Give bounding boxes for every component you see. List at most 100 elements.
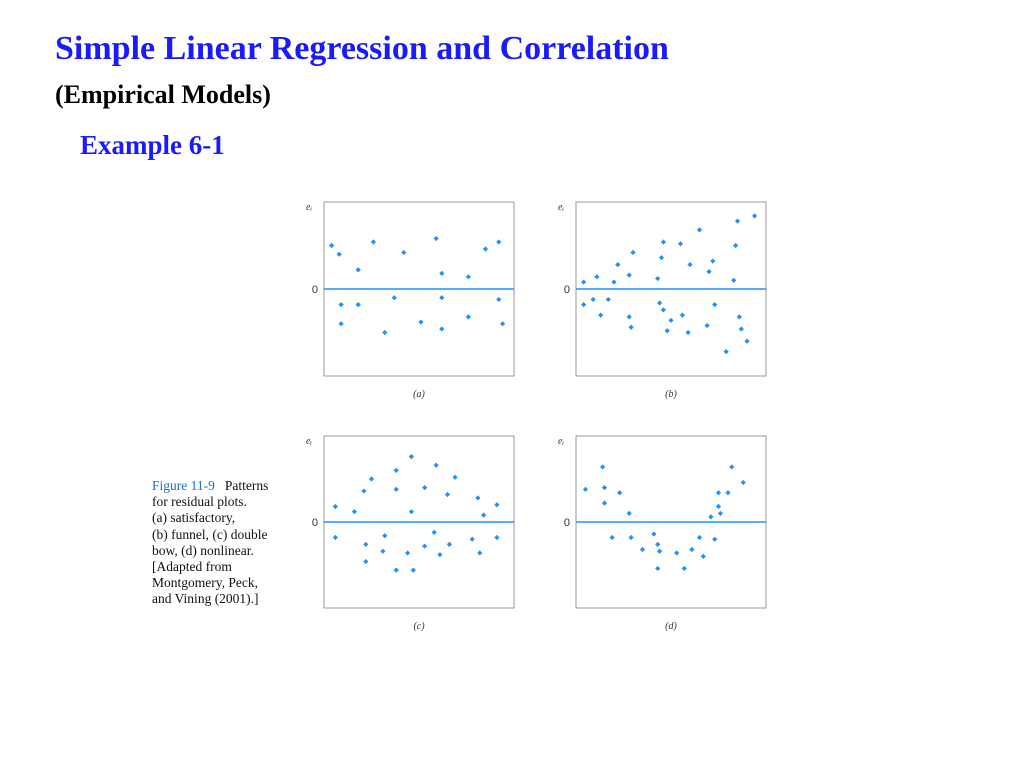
panel-c-point-2: [332, 534, 338, 541]
panel-c-point-15: [408, 454, 414, 460]
panel-a-point-10: [401, 249, 407, 256]
panel-b-point-11: [628, 324, 634, 330]
panel-b-point-30: [731, 277, 737, 283]
panel-d-point-21: [715, 503, 722, 510]
panel-c-zero-tick: 0: [312, 517, 318, 529]
caption-line-1: Figure 11-9 Patterns: [152, 478, 312, 494]
panel-d-point-5: [609, 534, 615, 541]
panel-b-point-35: [744, 338, 750, 344]
panel-a-point-21: [500, 321, 506, 327]
panel-d-zero-tick: 0: [564, 517, 570, 529]
panel-d-point-25: [729, 464, 735, 470]
panel-d-point-7: [626, 510, 632, 516]
panel-b-point-18: [664, 328, 670, 334]
panel-b-point-1: [581, 279, 587, 285]
panel-d-point-3: [601, 485, 608, 491]
panel-d-point-23: [717, 510, 723, 516]
panel-c: 0 eᵢ (c): [306, 435, 515, 632]
panel-c-point-9: [382, 533, 388, 539]
panel-c-point-28: [481, 512, 487, 518]
panel-c-point-20: [433, 462, 439, 468]
panel-a-point-17: [465, 314, 471, 320]
panel-d: 0 eᵢ (d): [558, 435, 767, 632]
panel-d-label: (d): [665, 621, 677, 632]
panel-d-point-20: [712, 536, 718, 542]
panel-b-point-19: [668, 317, 674, 323]
panel-c-point-26: [475, 495, 481, 501]
panel-c-point-22: [444, 491, 451, 498]
panel-a-point-9: [391, 295, 397, 301]
panel-c-point-29: [494, 502, 500, 508]
caption-text-1: Patterns: [224, 478, 269, 493]
panel-d-point-15: [681, 565, 687, 572]
panel-b-point-8: [615, 262, 621, 268]
panel-b-point-14: [657, 300, 663, 306]
panel-d-point-13: [657, 548, 663, 554]
panel-c-point-6: [363, 558, 369, 565]
panel-d-point-18: [700, 553, 706, 559]
panel-d-point-16: [689, 546, 695, 553]
panel-b-point-2: [581, 302, 587, 308]
panel-c-point-25: [469, 536, 475, 542]
panel-b-point-16: [660, 307, 666, 313]
slide-title: Simple Linear Regression and Correlation: [55, 30, 669, 67]
panel-d-point-6: [617, 490, 623, 496]
panel-c-point-19: [431, 529, 437, 535]
panel-b-point-32: [734, 218, 741, 224]
panel-b-point-6: [605, 296, 611, 303]
panel-c-point-23: [446, 541, 452, 547]
caption-line-6: [Adapted from: [152, 559, 232, 575]
caption-line-5: bow, (d) nonlinear.: [152, 542, 254, 558]
panel-c-ylabel: eᵢ: [306, 436, 312, 447]
panel-d-point-9: [639, 546, 646, 553]
panel-b-point-4: [594, 274, 600, 280]
panel-c-point-16: [410, 567, 416, 573]
panel-b-point-5: [598, 312, 604, 318]
caption-line-7: Montgomery, Peck,: [152, 575, 258, 591]
panel-b-point-28: [712, 302, 718, 308]
panel-b: 0 eᵢ (b): [558, 201, 767, 400]
panel-b-point-22: [685, 329, 691, 336]
panel-c-point-17: [422, 485, 428, 491]
panel-c-point-11: [393, 467, 399, 473]
caption-line-8: and Vining (2001).]: [152, 591, 259, 607]
figure-caption: Figure 11-9 Patterns for residual plots. …: [152, 478, 312, 608]
panel-a-point-18: [482, 246, 489, 252]
panel-b-point-15: [658, 255, 665, 261]
panel-b-point-26: [706, 269, 712, 275]
panel-c-point-13: [405, 550, 411, 556]
caption-line-3: (a) satisfactory,: [152, 510, 236, 526]
panel-a-point-5: [355, 267, 361, 273]
panel-c-point-10: [393, 486, 399, 492]
panel-a-point-14: [439, 295, 445, 301]
example-heading: Example 6-1: [80, 130, 225, 160]
panel-d-point-11: [655, 541, 661, 547]
figure-label: Figure 11-9: [152, 478, 215, 493]
panel-a-point-1: [329, 242, 335, 249]
panel-a-ylabel: eᵢ: [306, 202, 312, 213]
panel-c-point-18: [422, 543, 428, 549]
panel-b-zero-tick: 0: [564, 284, 570, 296]
panel-a-point-11: [418, 319, 424, 325]
panel-d-point-14: [674, 550, 680, 556]
panel-d-point-1: [582, 486, 589, 492]
panel-a-point-4: [338, 321, 344, 327]
panel-b-label: (b): [665, 389, 677, 400]
panel-c-point-5: [363, 541, 369, 547]
panel-a-point-2: [336, 251, 342, 257]
panel-c-point-3: [351, 509, 357, 515]
panel-b-point-23: [687, 262, 693, 268]
panel-b-point-33: [736, 314, 742, 320]
panel-a-label: (a): [413, 389, 425, 400]
panel-d-point-2: [600, 464, 606, 470]
panel-d-ylabel: eᵢ: [558, 436, 564, 447]
panel-b-point-20: [677, 241, 684, 247]
panel-c-point-24: [452, 474, 458, 480]
panel-a-point-16: [465, 274, 471, 280]
panel-d-point-10: [651, 531, 657, 537]
panel-b-point-34: [738, 326, 744, 332]
panel-c-point-1: [332, 503, 338, 510]
panel-c-point-8: [380, 548, 386, 554]
panel-b-point-21: [679, 312, 685, 318]
panel-b-point-12: [630, 249, 636, 256]
